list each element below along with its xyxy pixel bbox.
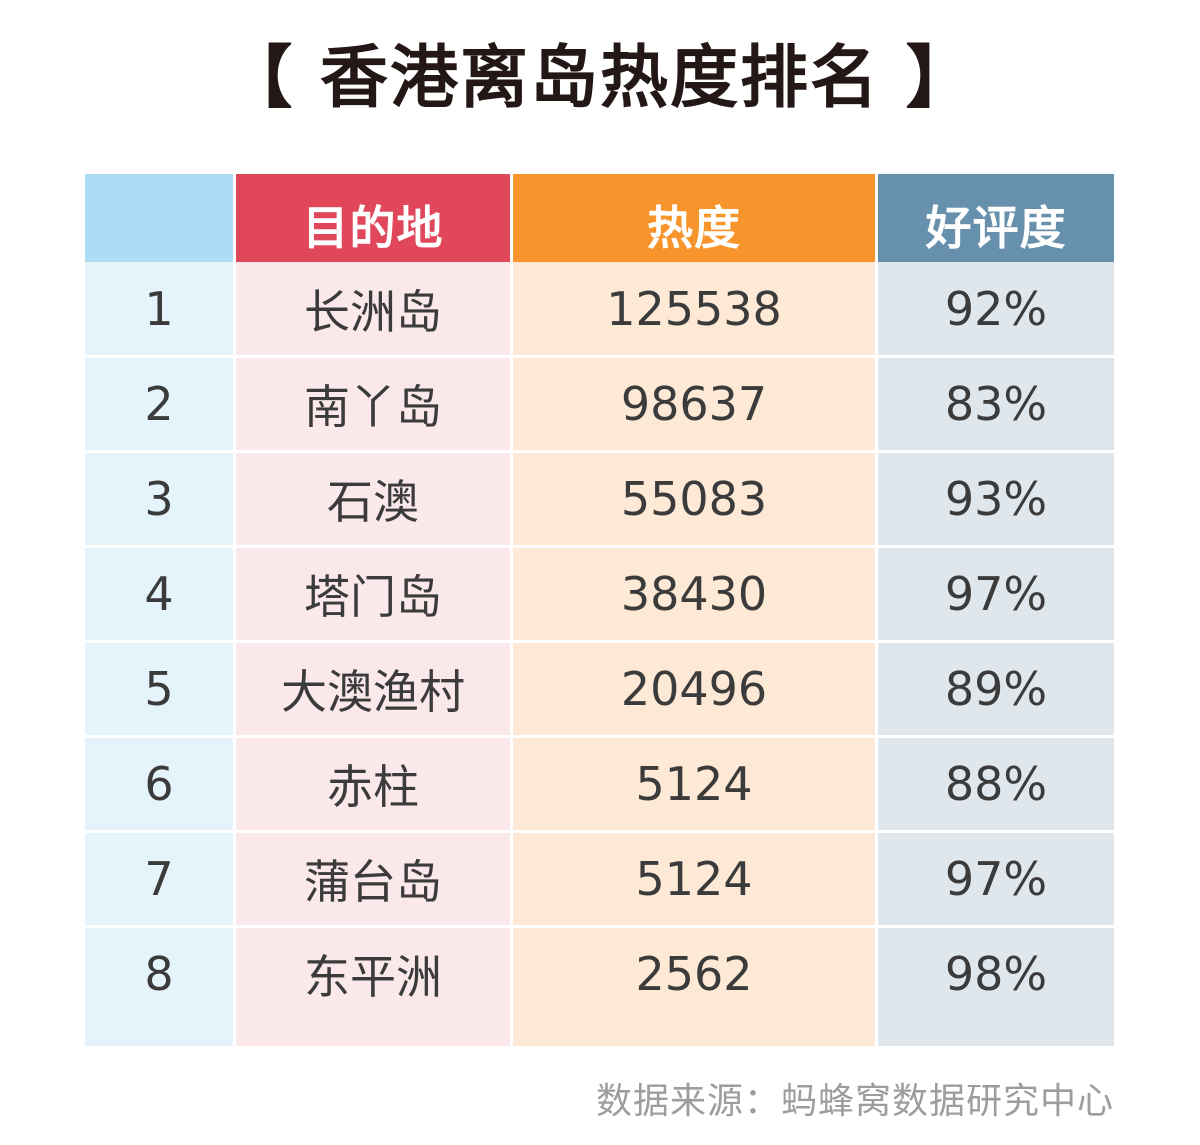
heat-cell: 98637: [620, 376, 768, 431]
row-divider: [85, 545, 1114, 548]
rating-cell: 83%: [944, 376, 1048, 431]
destination-cell: 长洲岛: [304, 284, 442, 339]
row-divider: [85, 735, 1114, 738]
destination-column: 目的地 长洲岛南丫岛石澳塔门岛大澳渔村赤柱蒲台岛东平洲: [236, 174, 510, 1046]
rank-header: [85, 174, 233, 274]
heat-cell: 5124: [635, 851, 753, 906]
rating-cell: 88%: [944, 756, 1048, 811]
rating-cell: 89%: [944, 661, 1048, 716]
destination-cell: 南丫岛: [304, 379, 442, 434]
rank-column-body: 1 2 3 4 5 6 7 8: [85, 262, 233, 1046]
chart-title: 【 香港离岛热度排名 】: [224, 39, 976, 118]
destination-column-body: 长洲岛南丫岛石澳塔门岛大澳渔村赤柱蒲台岛东平洲: [236, 262, 510, 1046]
rating-cell: 97%: [944, 851, 1048, 906]
rank-cell: 7: [144, 851, 174, 906]
rating-cell: 98%: [944, 946, 1048, 1001]
heat-column: 热度 125538 98637 55083 38430 20496 5124 5124 256…: [513, 174, 875, 1046]
destination-header-label: 目的地: [302, 201, 444, 255]
row-divider: [85, 640, 1114, 643]
rating-column: 好评度 92% 83% 93% 97% 89% 88% 97% 98%: [878, 174, 1114, 1046]
heat-header: 热度: [513, 174, 875, 274]
rank-column: 1 2 3 4 5 6 7 8: [85, 174, 233, 1046]
heat-cell: 125538: [606, 281, 782, 336]
destination-cell: 赤柱: [327, 759, 419, 814]
destination-header: 目的地: [236, 174, 510, 274]
row-divider: [85, 355, 1114, 358]
rank-cell: 4: [144, 566, 174, 621]
rank-cell: 3: [144, 471, 174, 526]
data-source-note: 数据来源：蚂蜂窝数据研究中心: [595, 1081, 1114, 1122]
destination-cell: 蒲台岛: [304, 854, 442, 909]
heat-cell: 38430: [620, 566, 768, 621]
rating-column-body: 92% 83% 93% 97% 89% 88% 97% 98%: [878, 262, 1114, 1046]
rating-header-label: 好评度: [925, 201, 1067, 255]
rating-cell: 97%: [944, 566, 1048, 621]
heat-header-label: 热度: [647, 201, 741, 255]
row-divider: [85, 450, 1114, 453]
rank-cell: 1: [144, 281, 174, 336]
row-divider: [85, 925, 1114, 928]
rank-cell: 6: [144, 756, 174, 811]
heat-cell: 55083: [620, 471, 768, 526]
rank-cell: 8: [144, 946, 174, 1001]
destination-cell: 大澳渔村: [281, 664, 465, 719]
rating-cell: 93%: [944, 471, 1048, 526]
heat-cell: 20496: [620, 661, 768, 716]
rank-cell: 2: [144, 376, 174, 431]
rank-cell: 5: [144, 661, 174, 716]
heat-cell: 5124: [635, 756, 753, 811]
rating-cell: 92%: [944, 281, 1048, 336]
heat-cell: 2562: [635, 946, 753, 1001]
rating-header: 好评度: [878, 174, 1114, 274]
destination-cell: 东平洲: [304, 949, 442, 1004]
destination-cell: 塔门岛: [304, 569, 442, 624]
destination-cell: 石澳: [327, 474, 419, 529]
ranking-table: 1 2 3 4 5 6 7 8 目的地 长洲岛南丫岛石澳塔门岛大澳渔村赤柱蒲台岛东平洲 热度 …: [85, 174, 1114, 1046]
row-divider: [85, 830, 1114, 833]
heat-column-body: 125538 98637 55083 38430 20496 5124 5124 2562: [513, 262, 875, 1046]
